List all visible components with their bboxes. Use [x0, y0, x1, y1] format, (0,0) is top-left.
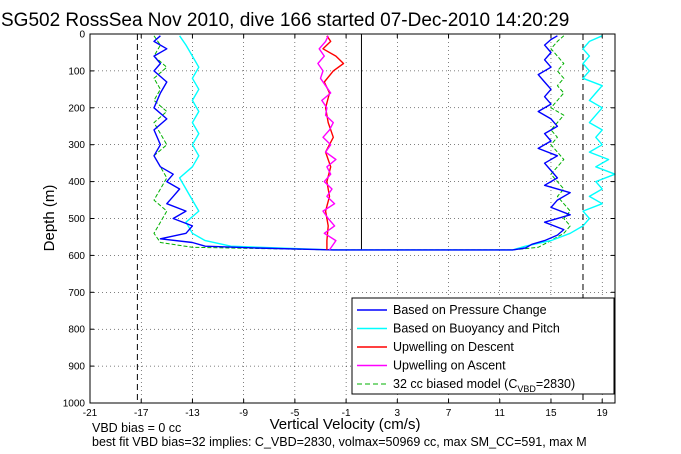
x-tick-label: 7 — [446, 408, 452, 419]
y-tick-label: 700 — [68, 288, 85, 299]
x-tick-label: 15 — [545, 408, 557, 419]
y-axis-label: Depth (m) — [41, 185, 58, 252]
grid-lines — [90, 34, 615, 403]
x-tick-label: 11 — [495, 408, 506, 419]
x-tick-label: -5 — [290, 408, 299, 419]
y-tick-label: 800 — [68, 325, 85, 336]
series-line-2 — [178, 35, 616, 251]
y-tick-label: 100 — [68, 66, 85, 77]
x-tick-label: -21 — [83, 408, 98, 419]
legend: Based on Pressure Change Based on Buoyanc… — [351, 297, 615, 395]
series-group — [153, 35, 616, 251]
x-tick-label: -13 — [185, 408, 200, 419]
footer-line-1: VBD bias = 0 cc — [92, 421, 181, 435]
reference-lines — [136, 34, 584, 403]
legend-label: Upwelling on Ascent — [393, 359, 506, 373]
y-tick-label: 600 — [68, 251, 85, 262]
legend-items: Based on Pressure Change Based on Buoyanc… — [357, 303, 560, 373]
x-axis-ticks: -21 -17 -13 -9 -5 -1 3 7 11 15 19 — [83, 34, 608, 419]
x-tick-label: -17 — [134, 408, 149, 419]
legend-model-prefix: 32 cc biased model (C — [393, 377, 517, 391]
y-tick-label: 300 — [68, 140, 85, 151]
legend-model-suffix: =2830) — [536, 377, 575, 391]
y-axis-ticks: 0 100 200 300 400 500 600 700 800 900 1000 — [63, 30, 615, 410]
series-line-4 — [317, 35, 337, 251]
x-tick-label: -1 — [342, 408, 351, 419]
y-tick-label: 1000 — [63, 399, 86, 410]
y-tick-label: 200 — [68, 103, 85, 114]
x-tick-label: 3 — [395, 408, 401, 419]
legend-label: Upwelling on Descent — [393, 340, 514, 354]
y-tick-label: 900 — [68, 362, 85, 373]
legend-label: Based on Pressure Change — [393, 303, 547, 317]
legend-label: Based on Buoyancy and Pitch — [393, 322, 560, 336]
series-line-3 — [322, 35, 345, 250]
y-tick-label: 0 — [79, 30, 85, 41]
chart-title: SG502 RossSea Nov 2010, dive 166 started… — [1, 10, 569, 31]
footer-line-2: best fit VBD bias=32 implies: C_VBD=2830… — [92, 435, 587, 449]
y-tick-label: 500 — [68, 214, 85, 225]
legend-model-label: 32 cc biased model (CVBD=2830) — [393, 377, 575, 394]
series-line-1 — [153, 35, 571, 251]
x-tick-label: -9 — [239, 408, 248, 419]
legend-box — [351, 297, 615, 395]
y-tick-label: 400 — [68, 177, 85, 188]
series-line-5 — [153, 35, 571, 251]
x-tick-label: 19 — [597, 408, 609, 419]
x-axis-label: Vertical Velocity (cm/s) — [270, 416, 421, 433]
legend-model-sub: VBD — [517, 384, 536, 394]
